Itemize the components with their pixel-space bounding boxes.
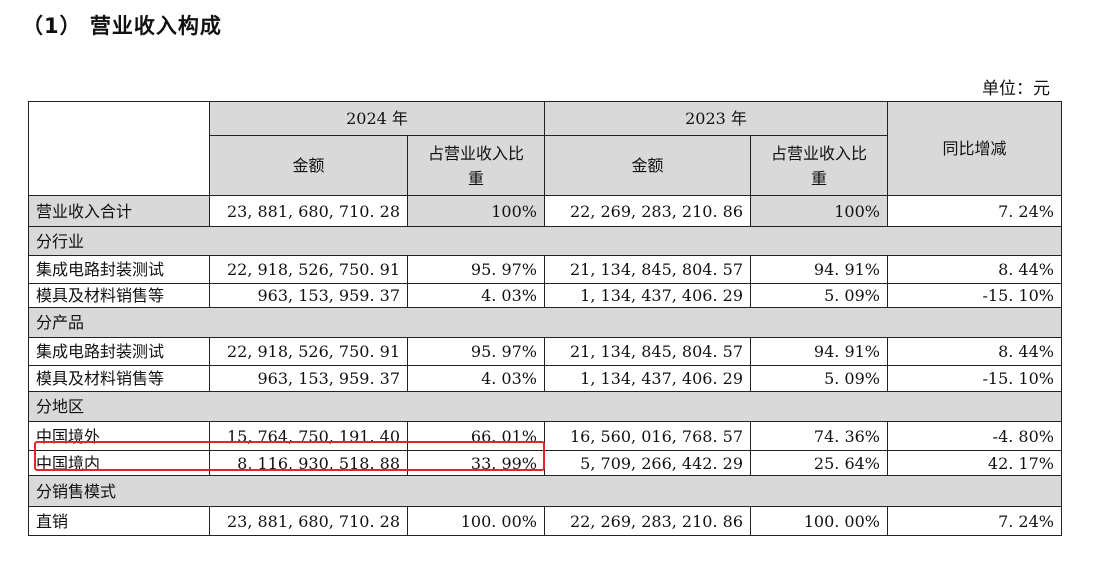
header-amount-2023: 金额	[544, 135, 751, 196]
ratio-2023: 25. 64%	[750, 450, 888, 476]
table-row: 模具及材料销售等 963, 153, 959. 37 4. 03% 1, 134, 4…	[28, 283, 1062, 308]
row-label: 集成电路封装测试	[28, 255, 210, 284]
section-title: 分产品	[28, 307, 1062, 338]
header-amount-2024: 金额	[209, 135, 408, 196]
table-row: 中国境内 8, 116, 930, 518. 88 33. 99% 5, 709, 2…	[28, 450, 1062, 476]
amount-2024: 22, 918, 526, 750. 91	[209, 337, 408, 366]
table-row: 模具及材料销售等 963, 153, 959. 37 4. 03% 1, 134, 4…	[28, 365, 1062, 392]
yoy-change: 8. 44%	[887, 255, 1062, 284]
amount-2024: 15, 764, 750, 191. 40	[209, 421, 408, 451]
amount-2024: 22, 918, 526, 750. 91	[209, 255, 408, 284]
ratio-2024: 100. 00%	[407, 506, 545, 536]
yoy-change: 42. 17%	[887, 450, 1062, 476]
ratio-2024: 66. 01%	[407, 421, 545, 451]
row-label: 直销	[28, 506, 210, 536]
yoy-change: -15. 10%	[887, 365, 1062, 392]
section-title: 分行业	[28, 226, 1062, 256]
amount-2023: 5, 709, 266, 442. 29	[544, 450, 751, 476]
row-label: 营业收入合计	[28, 195, 210, 227]
amount-2024: 23, 881, 680, 710. 28	[209, 506, 408, 536]
ratio-2024: 4. 03%	[407, 283, 545, 308]
row-label: 中国境外	[28, 421, 210, 451]
amount-2024: 23, 881, 680, 710. 28	[209, 195, 408, 227]
total-row: 营业收入合计 23, 881, 680, 710. 28 100% 22, 26…	[28, 195, 1062, 227]
header-ratio-2023: 占营业收入比重	[750, 135, 888, 196]
ratio-2024: 95. 97%	[407, 337, 545, 366]
table-row: 集成电路封装测试 22, 918, 526, 750. 91 95. 97% 21, …	[28, 255, 1062, 284]
amount-2024: 8, 116, 930, 518. 88	[209, 450, 408, 476]
revenue-composition-table: 2024 年 2023 年 同比增减 金额 占营业收入比重 金额 占营业收入比重…	[28, 101, 1062, 536]
ratio-2024: 100%	[407, 195, 545, 227]
header-blank-cell	[28, 101, 210, 196]
ratio-2024: 95. 97%	[407, 255, 545, 284]
unit-label: 单位：元	[982, 79, 1050, 99]
ratio-2023: 5. 09%	[750, 365, 888, 392]
amount-2023: 1, 134, 437, 406. 29	[544, 365, 751, 392]
ratio-2024: 4. 03%	[407, 365, 545, 392]
row-label: 中国境内	[28, 450, 210, 476]
section-title: 分销售模式	[28, 475, 1062, 507]
yoy-change: -15. 10%	[887, 283, 1062, 308]
section-header-row: 分产品	[28, 307, 1062, 338]
yoy-change: 7. 24%	[887, 195, 1062, 227]
amount-2023: 16, 560, 016, 768. 57	[544, 421, 751, 451]
ratio-2023: 94. 91%	[750, 337, 888, 366]
ratio-2023: 74. 36%	[750, 421, 888, 451]
header-yoy: 同比增减	[887, 101, 1062, 196]
section-header-row: 分地区	[28, 391, 1062, 422]
amount-2023: 1, 134, 437, 406. 29	[544, 283, 751, 308]
row-label: 模具及材料销售等	[28, 365, 210, 392]
header-year-2024: 2024 年	[209, 101, 545, 136]
amount-2023: 21, 134, 845, 804. 57	[544, 337, 751, 366]
yoy-change: -4. 80%	[887, 421, 1062, 451]
section-header-row: 分行业	[28, 226, 1062, 256]
table-row: 直销 23, 881, 680, 710. 28 100. 00% 22, 269, …	[28, 506, 1062, 536]
section-title: （1） 营业收入构成	[22, 14, 222, 38]
ratio-2023: 94. 91%	[750, 255, 888, 284]
row-label: 集成电路封装测试	[28, 337, 210, 366]
table-row: 集成电路封装测试 22, 918, 526, 750. 91 95. 97% 21, …	[28, 337, 1062, 366]
row-label: 模具及材料销售等	[28, 283, 210, 308]
ratio-2023: 100%	[750, 195, 888, 227]
amount-2024: 963, 153, 959. 37	[209, 283, 408, 308]
table-row: 中国境外 15, 764, 750, 191. 40 66. 01% 16, 560,…	[28, 421, 1062, 451]
yoy-change: 7. 24%	[887, 506, 1062, 536]
header-year-2023: 2023 年	[544, 101, 888, 136]
header-ratio-2024: 占营业收入比重	[407, 135, 545, 196]
ratio-2024: 33. 99%	[407, 450, 545, 476]
section-title: 分地区	[28, 391, 1062, 422]
amount-2023: 22, 269, 283, 210. 86	[544, 195, 751, 227]
ratio-2023: 5. 09%	[750, 283, 888, 308]
ratio-2023: 100. 00%	[750, 506, 888, 536]
yoy-change: 8. 44%	[887, 337, 1062, 366]
amount-2023: 21, 134, 845, 804. 57	[544, 255, 751, 284]
amount-2023: 22, 269, 283, 210. 86	[544, 506, 751, 536]
amount-2024: 963, 153, 959. 37	[209, 365, 408, 392]
section-header-row: 分销售模式	[28, 475, 1062, 507]
